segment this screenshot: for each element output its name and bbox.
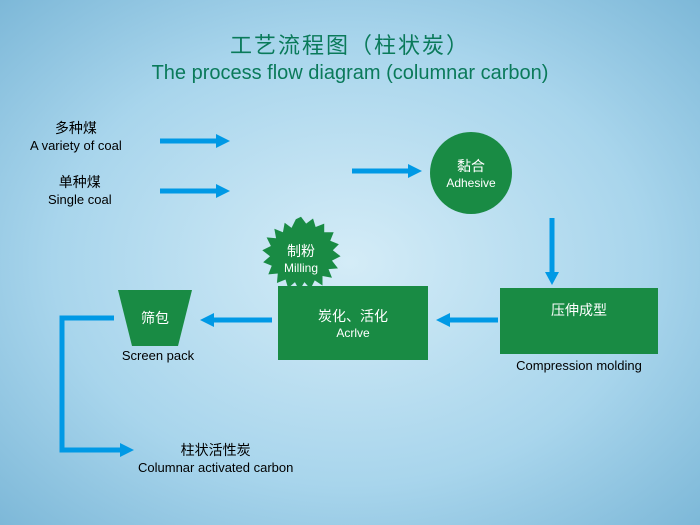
label-coal-single-en: Single coal	[48, 192, 112, 207]
node-adhesive: 黏合 Adhesive	[430, 132, 512, 214]
arrow-active-screen	[200, 312, 272, 328]
arrow-coal2-milling	[160, 183, 232, 199]
label-molding: 压伸成型 Compression molding	[500, 300, 658, 373]
node-milling-text: 制粉 Milling	[284, 241, 318, 275]
diagram-title: 工艺流程图（柱状炭） The process flow diagram (col…	[0, 0, 700, 85]
arrow-milling-adhesive	[352, 163, 424, 179]
title-en: The process flow diagram (columnar carbo…	[0, 62, 700, 85]
label-output: 柱状活性炭 Columnar activated carbon	[138, 440, 293, 475]
label-coal-single-cn: 单种煤	[48, 172, 112, 192]
arrow-molding-active	[436, 312, 498, 328]
label-coal-single: 单种煤 Single coal	[48, 172, 112, 207]
label-coal-variety-en: A variety of coal	[30, 138, 122, 153]
label-coal-variety: 多种煤 A variety of coal	[30, 118, 122, 153]
label-coal-variety-cn: 多种煤	[30, 118, 122, 138]
title-cn: 工艺流程图（柱状炭）	[0, 28, 700, 60]
node-screen: 筛包	[118, 290, 192, 346]
arrow-coal1-milling	[160, 133, 232, 149]
node-active: 炭化、活化 Acrlve	[278, 286, 428, 360]
arrow-adhesive-molding	[544, 218, 560, 286]
node-screen-text: 筛包	[118, 290, 192, 346]
